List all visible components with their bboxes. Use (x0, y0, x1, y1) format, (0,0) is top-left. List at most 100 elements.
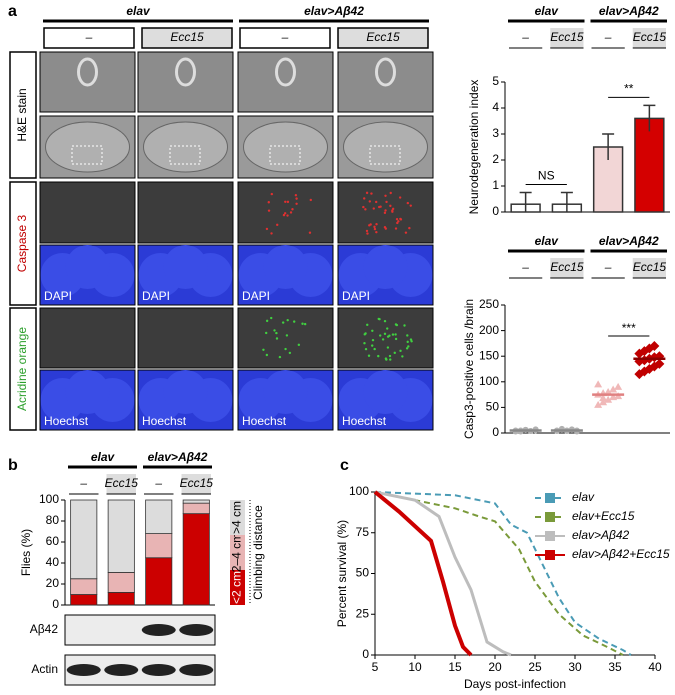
tissue (65, 370, 110, 414)
stain-dot (409, 338, 413, 341)
tissue (243, 121, 328, 173)
stain-dot (381, 338, 385, 341)
micrograph (237, 307, 334, 369)
stain-dot (370, 192, 373, 195)
annotation: *** (622, 321, 636, 335)
condition-label: Ecc15 (180, 476, 214, 490)
survival-line (374, 490, 512, 657)
legend-marker (545, 493, 555, 503)
stain-dot (385, 358, 388, 361)
x-tick-label: 35 (608, 660, 622, 674)
condition-label: – (521, 30, 529, 44)
stain-dot (265, 227, 269, 231)
blot-label: Aβ42 (30, 622, 59, 636)
stain-dot (267, 209, 271, 212)
stain-dot (384, 227, 388, 230)
bar-segment (107, 572, 135, 593)
tissue (175, 57, 196, 87)
error-bar (602, 133, 615, 160)
stain-dot (397, 220, 400, 223)
bar-segment (145, 533, 173, 559)
row-label-box (9, 181, 37, 306)
stain-dot (389, 204, 392, 208)
survival-line (374, 491, 632, 656)
stain-dot (394, 333, 397, 336)
stain-label: Hoechst (142, 414, 187, 428)
y-tick-label: 100 (39, 492, 59, 506)
stain-dot (276, 223, 279, 227)
tissue (363, 245, 408, 289)
legend-label: >4 cm (230, 501, 244, 534)
condition-box (337, 27, 429, 49)
x-tick-label: 25 (528, 660, 542, 674)
bar (634, 117, 665, 213)
annotation: ** (624, 82, 634, 96)
tissue (163, 245, 208, 289)
tissue (163, 370, 208, 414)
stain-dot (270, 316, 273, 320)
stain-dot (285, 334, 289, 337)
legend-marker (545, 531, 555, 541)
y-tick-label: 80 (46, 513, 60, 527)
blot-label: Actin (31, 662, 58, 676)
condition-label: – (79, 476, 87, 490)
stain-dot (391, 333, 395, 336)
x-tick-label: 10 (408, 660, 422, 674)
stain-dot (362, 205, 365, 209)
stain-dot (370, 344, 374, 347)
group-label: elav>Aβ42 (599, 234, 659, 248)
y-tick-label: 4 (492, 100, 499, 114)
stain-dot (366, 232, 369, 235)
y-tick-label: 0 (52, 597, 59, 611)
stain-dot (286, 318, 289, 322)
condition-box (43, 27, 135, 49)
tissue (65, 245, 110, 289)
blot-band (141, 664, 176, 676)
condition-label: Ecc15 (550, 30, 584, 44)
micrograph (39, 181, 136, 244)
error-bar (519, 191, 532, 212)
stain-dot (367, 354, 371, 357)
y-tick-label: 50 (356, 566, 370, 580)
panel-label: c (340, 457, 349, 474)
stain-dot (379, 334, 382, 337)
stain-dot (409, 204, 412, 207)
stain-label: DAPI (242, 289, 270, 303)
micrograph (337, 51, 434, 113)
stain-dot (265, 331, 268, 335)
point (594, 380, 603, 388)
legend-marker (545, 550, 555, 560)
y-axis-label: Flies (%) (19, 529, 33, 576)
stain-dot (386, 346, 390, 349)
stain-dot (406, 334, 409, 337)
legend-label: elav>Aβ42 (572, 528, 630, 542)
stain-dot (363, 342, 366, 345)
group-label: elav>Aβ42 (304, 4, 364, 18)
micrograph (137, 307, 234, 369)
stain-dot (262, 348, 265, 351)
group-label: elav>Aβ42 (599, 4, 659, 18)
point (599, 394, 608, 402)
tissue (143, 121, 228, 173)
micrograph (137, 51, 234, 113)
stain-dot (404, 231, 408, 234)
micrograph (237, 51, 334, 113)
tissue (77, 57, 98, 87)
stain-dot (383, 332, 387, 336)
row-label-box (9, 307, 37, 431)
y-tick-label: 150 (479, 348, 499, 362)
y-tick-label: 2 (492, 152, 499, 166)
bar-segment (145, 557, 173, 606)
legend-swatch (230, 570, 245, 605)
tissue (343, 121, 428, 173)
y-tick-label: 3 (492, 126, 499, 140)
legend-label: elav>Aβ42+Ecc15 (572, 547, 670, 561)
stain-dot (383, 211, 387, 215)
row-label: H&E stain (15, 88, 29, 141)
stain-dot (291, 208, 294, 211)
tissue (263, 245, 308, 289)
stain-dot (373, 347, 376, 351)
condition-box (141, 27, 233, 49)
legend-swatch (230, 500, 245, 535)
stain-dot (377, 205, 381, 209)
